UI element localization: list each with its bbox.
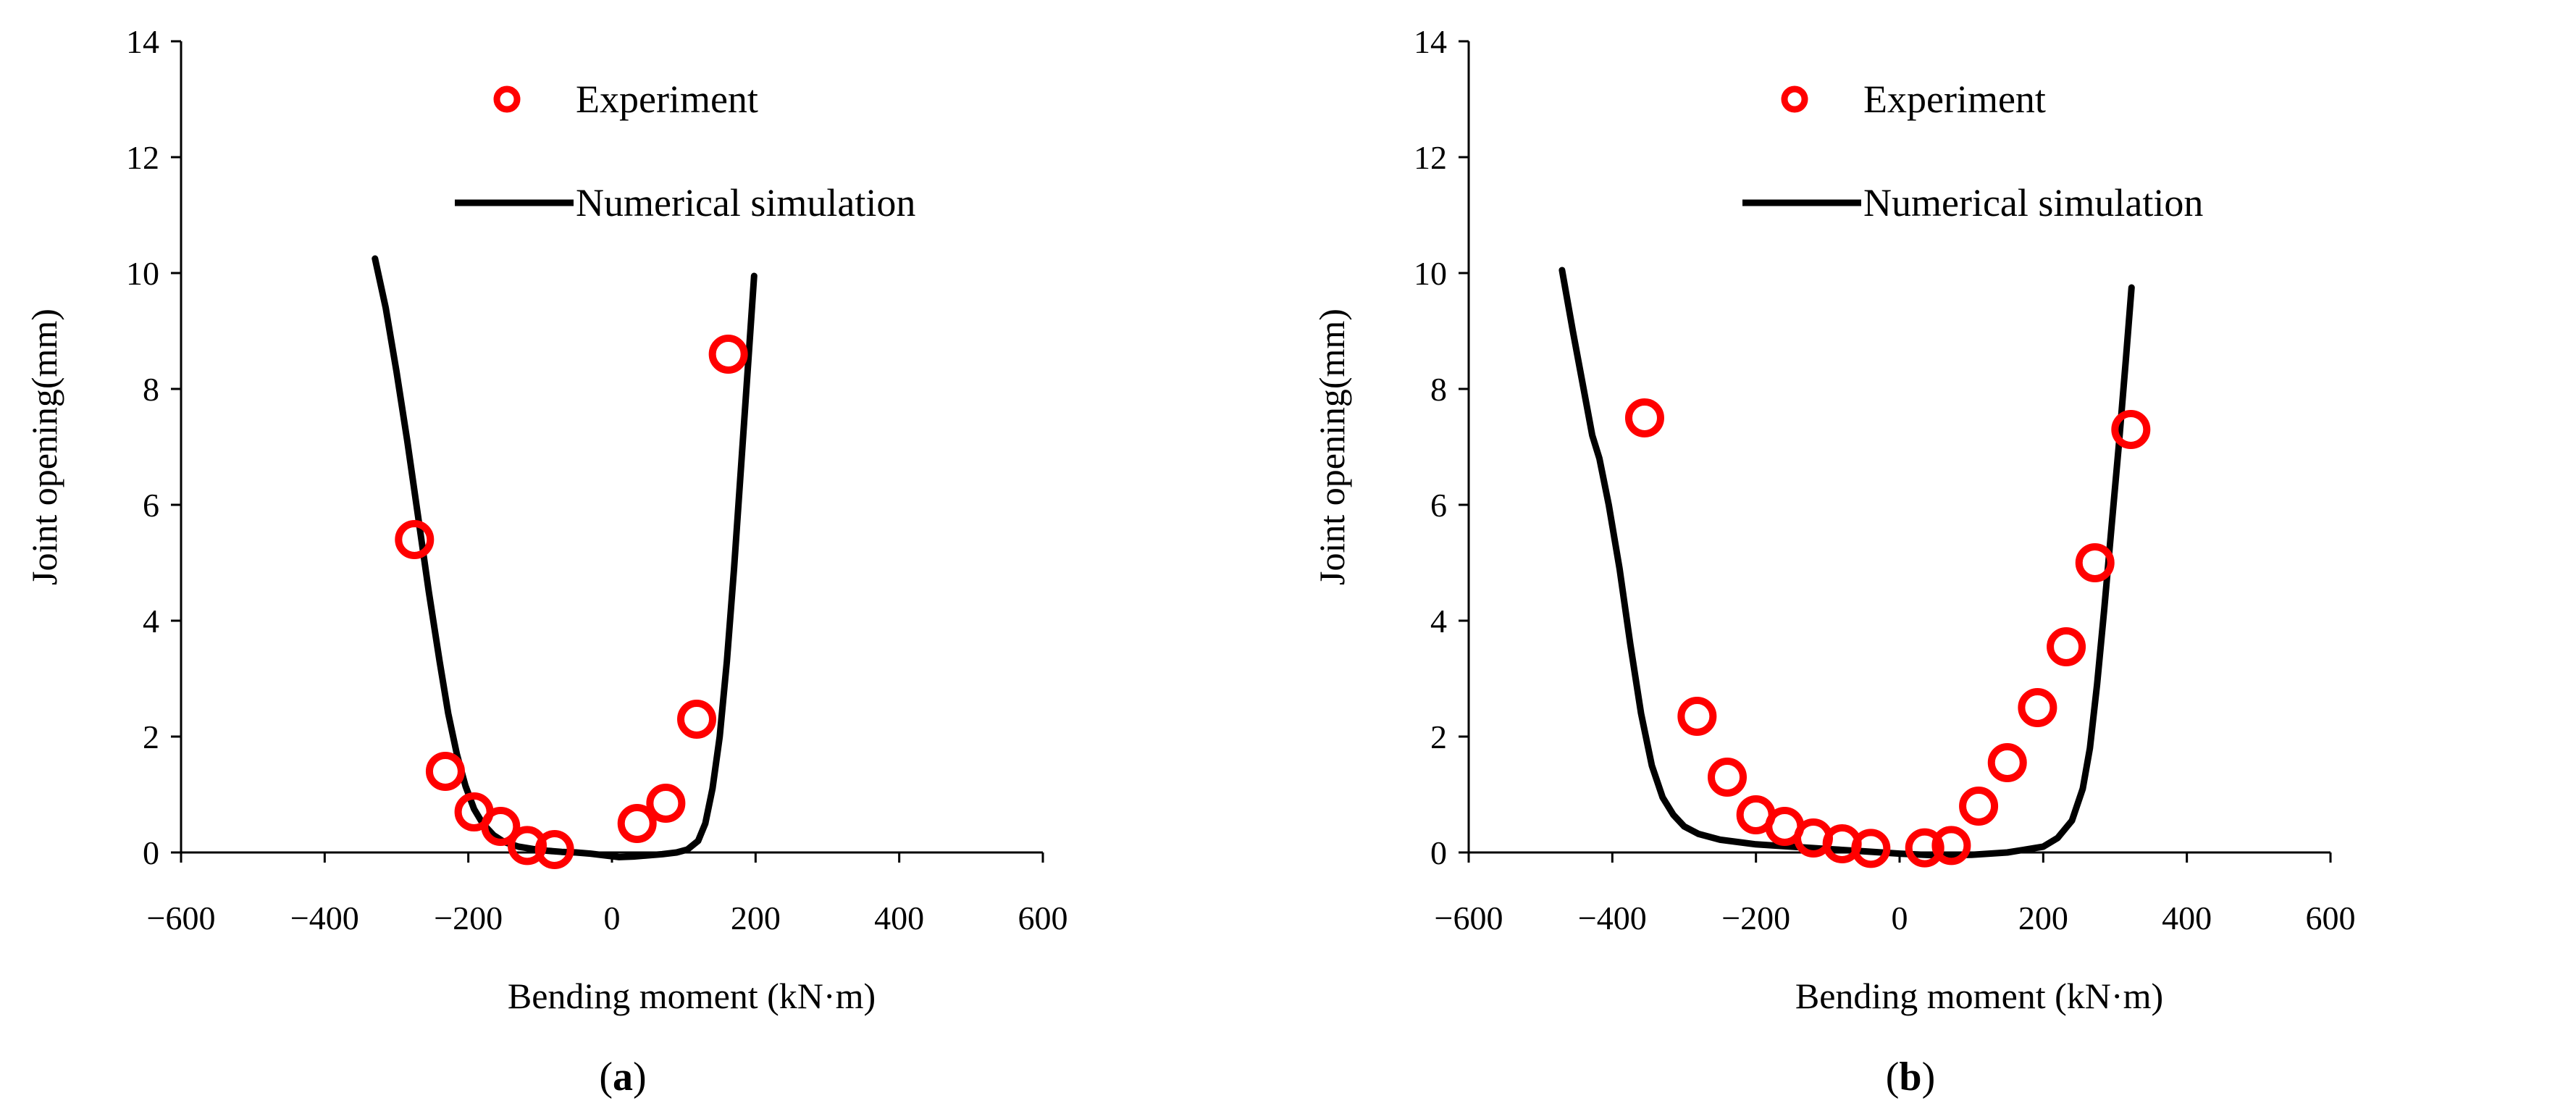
x-tick-label: 200 xyxy=(2018,900,2068,936)
x-tick-label: 600 xyxy=(2306,900,2356,936)
caption-close: ) xyxy=(1922,1055,1936,1099)
y-tick-label: 8 xyxy=(143,371,159,408)
plot-area xyxy=(181,41,1043,852)
caption-open: ( xyxy=(1886,1055,1900,1099)
y-axis-title: Joint opening(mm) xyxy=(24,309,64,585)
chart-panel-b: 0 2 4 6 8 10 12 14 −600 −400 −200 0 200 400 600 Experi… xyxy=(1312,23,2356,1099)
x-axis-title: Bending moment (kN·m) xyxy=(1795,976,2163,1016)
tick-labels: 0 2 4 6 8 10 12 14 −600 −400 −200 0 200 400 600 xyxy=(1414,23,2356,936)
x-tick-label: 200 xyxy=(731,900,781,936)
experiment-point xyxy=(646,784,686,823)
experiment-point xyxy=(1851,829,1891,868)
axes xyxy=(1459,40,2332,863)
x-tick-label: −200 xyxy=(434,900,503,936)
experiment-point xyxy=(677,700,717,739)
experiment-point xyxy=(2075,543,2115,582)
legend: Experiment Numerical simulation xyxy=(455,77,915,225)
y-tick-label: 14 xyxy=(1414,23,1447,60)
y-tick-label: 12 xyxy=(126,139,159,176)
experiment-point xyxy=(507,826,547,866)
panel-caption: (b) xyxy=(1886,1055,1935,1099)
panel-caption: (a) xyxy=(599,1055,646,1099)
x-tick-label: −600 xyxy=(1435,900,1503,936)
experiment-point xyxy=(481,807,521,846)
legend-label-experiment: Experiment xyxy=(576,77,758,121)
x-tick-label: 400 xyxy=(2162,900,2212,936)
experiment-point xyxy=(1987,743,2027,782)
chart-panel-a: 0 2 4 6 8 10 12 14 −600 −400 −200 0 200 400 600 Experi… xyxy=(24,23,1068,1099)
legend-marker-experiment xyxy=(493,85,521,113)
series xyxy=(1558,267,2151,868)
experiment-point xyxy=(534,830,574,869)
x-tick-label: −400 xyxy=(1578,900,1647,936)
simulation-line xyxy=(1558,267,2135,859)
x-tick-label: −600 xyxy=(147,900,216,936)
x-tick-label: 0 xyxy=(604,900,621,936)
legend: Experiment Numerical simulation xyxy=(1742,77,2203,225)
experiment-point xyxy=(2111,410,2151,449)
x-tick-label: 600 xyxy=(1018,900,1068,936)
experiment-point xyxy=(1624,398,1664,437)
caption-close: ) xyxy=(633,1055,647,1099)
experiment-point xyxy=(1959,787,1999,826)
experiment-point xyxy=(2047,627,2086,666)
axes xyxy=(171,40,1044,863)
experiment-point xyxy=(1931,826,1971,866)
series xyxy=(372,255,758,869)
x-axis-title: Bending moment (kN·m) xyxy=(508,976,876,1016)
experiment-point xyxy=(1677,697,1717,736)
legend-label-experiment: Experiment xyxy=(1863,77,2046,121)
x-tick-label: −200 xyxy=(1721,900,1790,936)
y-tick-label: 2 xyxy=(1430,718,1447,755)
y-tick-label: 6 xyxy=(143,487,159,524)
x-tick-label: 400 xyxy=(874,900,924,936)
y-tick-label: 10 xyxy=(1414,255,1447,292)
y-tick-label: 0 xyxy=(1430,834,1447,871)
experiment-point xyxy=(2018,688,2057,727)
legend-label-simulation: Numerical simulation xyxy=(1863,181,2203,225)
experiment-point xyxy=(1708,758,1747,797)
legend-label-simulation: Numerical simulation xyxy=(576,181,915,225)
y-tick-label: 6 xyxy=(1430,487,1447,524)
y-tick-label: 12 xyxy=(1414,139,1447,176)
y-tick-label: 14 xyxy=(126,23,159,60)
x-tick-label: 0 xyxy=(1892,900,1908,936)
experiment-point xyxy=(395,520,435,559)
y-tick-label: 0 xyxy=(143,834,159,871)
caption-open: ( xyxy=(599,1055,613,1099)
y-tick-label: 10 xyxy=(126,255,159,292)
y-tick-label: 4 xyxy=(143,603,159,640)
x-tick-label: −400 xyxy=(290,900,359,936)
y-tick-label: 8 xyxy=(1430,371,1447,408)
caption-letter: b xyxy=(1899,1055,1921,1099)
y-tick-label: 2 xyxy=(143,718,159,755)
y-axis-title: Joint opening(mm) xyxy=(1312,309,1352,585)
legend-marker-experiment xyxy=(1781,85,1808,113)
y-tick-label: 4 xyxy=(1430,603,1447,640)
experiment-point xyxy=(617,804,657,843)
tick-labels: 0 2 4 6 8 10 12 14 −600 −400 −200 0 200 400 600 xyxy=(126,23,1068,936)
experiment-point xyxy=(1905,828,1944,868)
experiment-point xyxy=(708,335,748,374)
caption-letter: a xyxy=(613,1055,633,1099)
experiment-point xyxy=(425,752,465,791)
